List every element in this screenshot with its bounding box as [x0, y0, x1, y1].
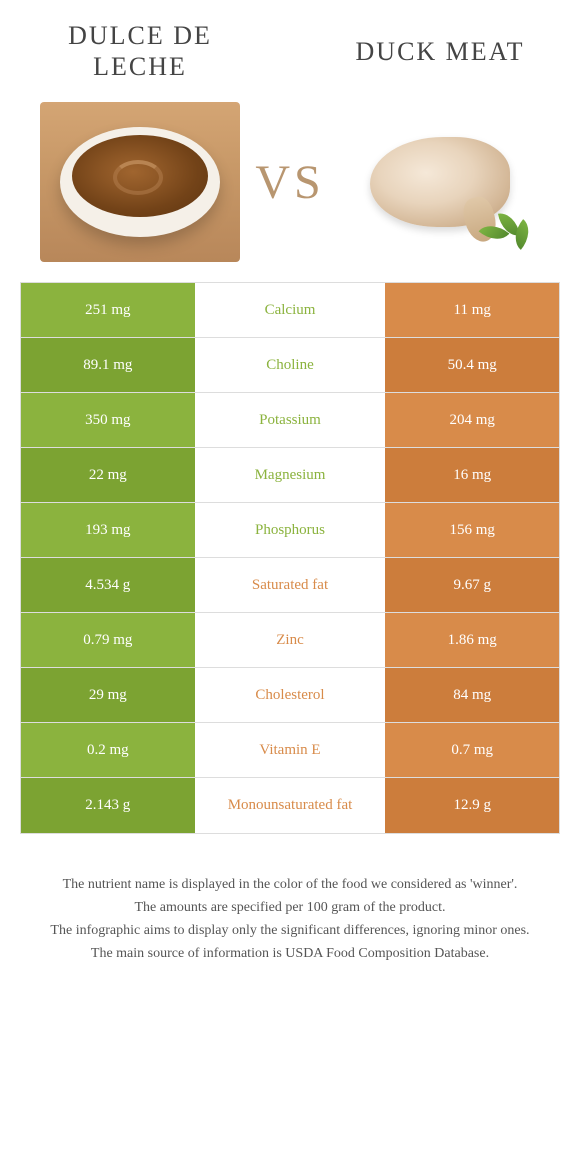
footer-line: The infographic aims to display only the…: [40, 920, 540, 941]
right-value: 16 mg: [385, 448, 559, 502]
right-value: 11 mg: [385, 283, 559, 337]
footer-line: The main source of information is USDA F…: [40, 943, 540, 964]
table-row: 22 mgMagnesium16 mg: [21, 448, 559, 503]
table-row: 350 mgPotassium204 mg: [21, 393, 559, 448]
table-row: 251 mgCalcium11 mg: [21, 283, 559, 338]
left-value: 251 mg: [21, 283, 195, 337]
table-row: 0.2 mgVitamin E0.7 mg: [21, 723, 559, 778]
left-value: 0.79 mg: [21, 613, 195, 667]
left-value: 29 mg: [21, 668, 195, 722]
right-value: 9.67 g: [385, 558, 559, 612]
right-value: 204 mg: [385, 393, 559, 447]
footer-notes: The nutrient name is displayed in the co…: [0, 834, 580, 986]
table-row: 29 mgCholesterol84 mg: [21, 668, 559, 723]
nutrient-label: Saturated fat: [195, 558, 386, 612]
footer-line: The amounts are specified per 100 gram o…: [40, 897, 540, 918]
right-value: 0.7 mg: [385, 723, 559, 777]
nutrient-label: Zinc: [195, 613, 386, 667]
table-row: 0.79 mgZinc1.86 mg: [21, 613, 559, 668]
vs-label: VS: [255, 155, 324, 210]
nutrient-label: Choline: [195, 338, 386, 392]
footer-line: The nutrient name is displayed in the co…: [40, 874, 540, 895]
right-value: 84 mg: [385, 668, 559, 722]
table-row: 193 mgPhosphorus156 mg: [21, 503, 559, 558]
nutrient-label: Potassium: [195, 393, 386, 447]
left-value: 350 mg: [21, 393, 195, 447]
left-value: 193 mg: [21, 503, 195, 557]
left-value: 2.143 g: [21, 778, 195, 833]
nutrient-label: Cholesterol: [195, 668, 386, 722]
table-row: 2.143 gMonounsaturated fat12.9 g: [21, 778, 559, 833]
right-value: 156 mg: [385, 503, 559, 557]
left-value: 22 mg: [21, 448, 195, 502]
left-value: 4.534 g: [21, 558, 195, 612]
table-row: 4.534 gSaturated fat9.67 g: [21, 558, 559, 613]
table-row: 89.1 mgCholine50.4 mg: [21, 338, 559, 393]
right-value: 1.86 mg: [385, 613, 559, 667]
images-row: VS: [0, 92, 580, 282]
dulce-de-leche-image: [40, 102, 240, 262]
title-left: DULCE DE LECHE: [40, 20, 240, 82]
nutrient-label: Phosphorus: [195, 503, 386, 557]
comparison-table: 251 mgCalcium11 mg89.1 mgCholine50.4 mg3…: [20, 282, 560, 834]
left-value: 0.2 mg: [21, 723, 195, 777]
duck-meat-image: [340, 102, 540, 262]
nutrient-label: Vitamin E: [195, 723, 386, 777]
right-value: 12.9 g: [385, 778, 559, 833]
nutrient-label: Calcium: [195, 283, 386, 337]
header: DULCE DE LECHE DUCK MEAT: [0, 0, 580, 92]
nutrient-label: Monounsaturated fat: [195, 778, 386, 833]
left-value: 89.1 mg: [21, 338, 195, 392]
right-value: 50.4 mg: [385, 338, 559, 392]
nutrient-label: Magnesium: [195, 448, 386, 502]
title-right: DUCK MEAT: [340, 36, 540, 67]
